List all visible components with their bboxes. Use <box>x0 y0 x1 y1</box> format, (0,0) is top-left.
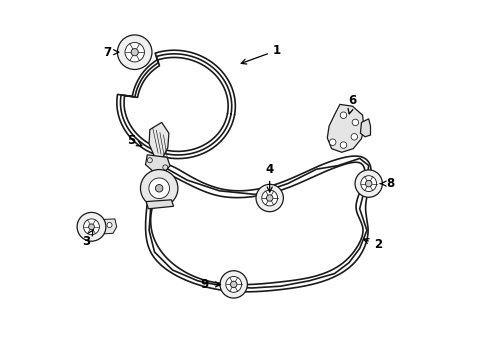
Circle shape <box>88 224 94 230</box>
Text: 8: 8 <box>380 177 394 190</box>
Text: 7: 7 <box>103 46 119 59</box>
Circle shape <box>350 134 357 140</box>
Text: 5: 5 <box>127 134 142 147</box>
Circle shape <box>148 178 169 199</box>
Circle shape <box>77 212 106 241</box>
Polygon shape <box>97 219 117 234</box>
Circle shape <box>340 142 346 148</box>
Circle shape <box>131 49 138 56</box>
Circle shape <box>354 170 382 197</box>
Circle shape <box>83 219 99 235</box>
Circle shape <box>329 139 335 145</box>
Circle shape <box>155 185 163 192</box>
Polygon shape <box>326 104 363 152</box>
Circle shape <box>220 271 247 298</box>
Circle shape <box>230 281 237 288</box>
Polygon shape <box>149 122 168 157</box>
Polygon shape <box>145 155 170 172</box>
Text: 6: 6 <box>347 94 356 114</box>
Circle shape <box>117 35 152 69</box>
Circle shape <box>256 184 283 212</box>
Circle shape <box>107 222 112 228</box>
Text: 1: 1 <box>241 44 281 64</box>
Polygon shape <box>146 200 173 209</box>
Text: 3: 3 <box>82 230 93 248</box>
Circle shape <box>351 119 358 126</box>
Circle shape <box>365 180 371 187</box>
Text: 4: 4 <box>265 163 273 192</box>
Circle shape <box>261 190 277 206</box>
Circle shape <box>125 42 144 62</box>
Polygon shape <box>360 119 370 137</box>
Circle shape <box>360 176 376 192</box>
Circle shape <box>266 195 272 201</box>
Circle shape <box>340 112 346 118</box>
Text: 9: 9 <box>201 278 220 291</box>
Text: 2: 2 <box>363 238 381 251</box>
Circle shape <box>225 276 241 292</box>
Circle shape <box>140 170 178 207</box>
